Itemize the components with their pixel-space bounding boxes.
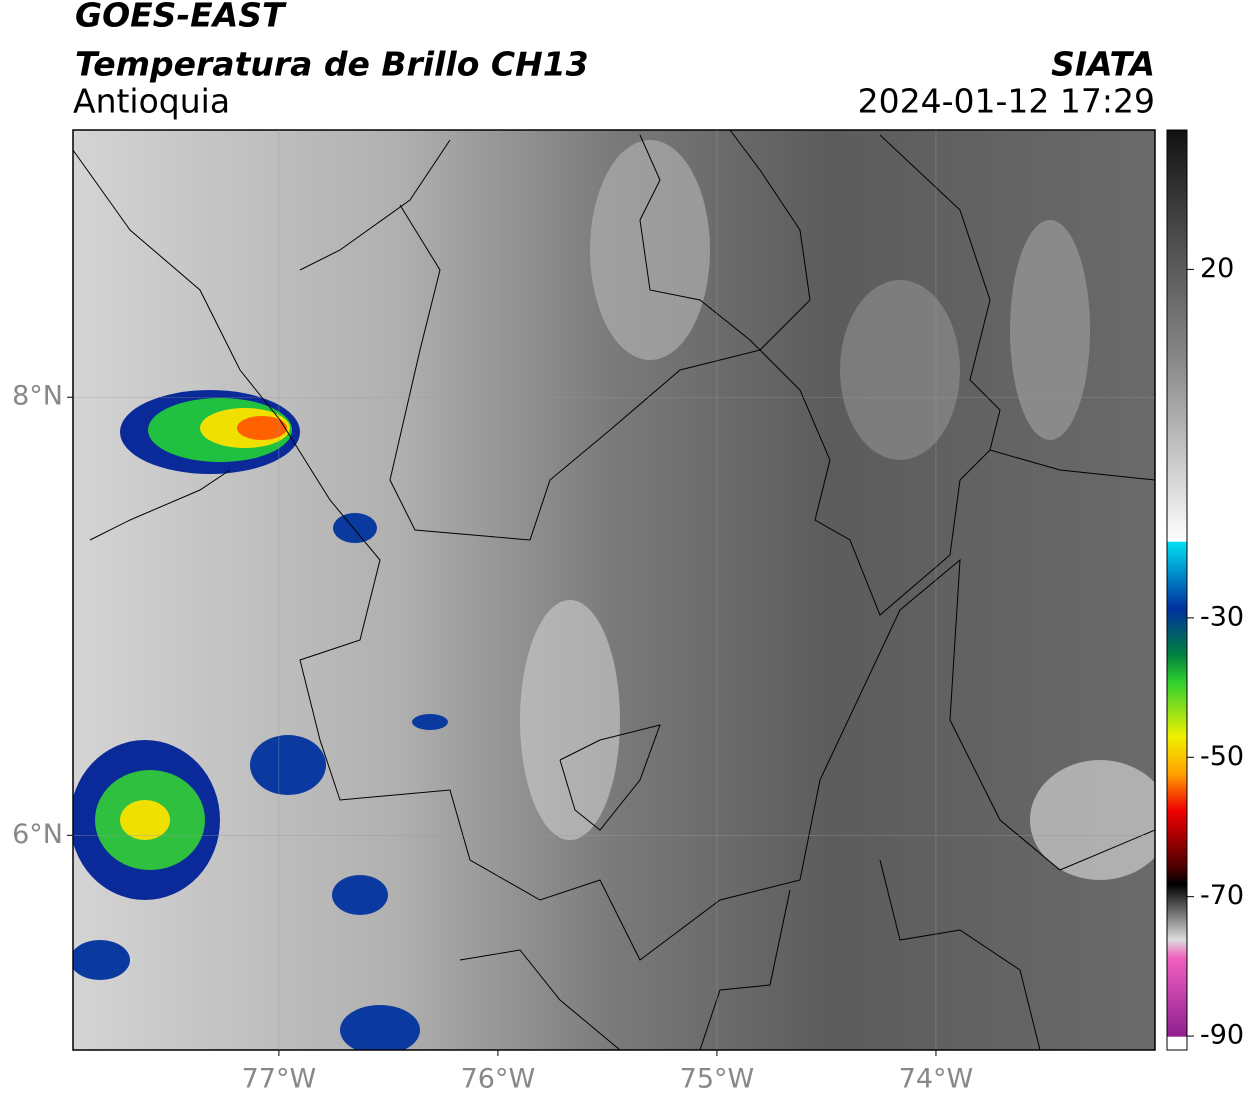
colorbar-label: -50 [1200,741,1244,772]
title: GOES-EAST [75,0,287,35]
lon-label: 76°W [461,1064,536,1095]
lon-label: 77°W [242,1064,317,1095]
region: Antioquia [73,82,230,121]
colorbar-label: -70 [1200,880,1244,911]
map-frame [72,129,1156,1051]
colorbar-label: -90 [1200,1020,1244,1051]
lat-label: 6°N [12,819,63,850]
subtitle: Temperatura de Brillo CH13 [75,45,589,84]
lon-label: 74°W [899,1064,974,1095]
colorbar-label: 20 [1200,253,1234,284]
source: SIATA [1051,45,1155,84]
colorbar-label: -30 [1200,601,1244,632]
timestamp: 2024-01-12 17:29 [858,82,1155,121]
colorbar [1166,129,1188,1051]
imagery [73,130,1155,1050]
lon-label: 75°W [680,1064,755,1095]
lat-label: 8°N [12,381,63,412]
